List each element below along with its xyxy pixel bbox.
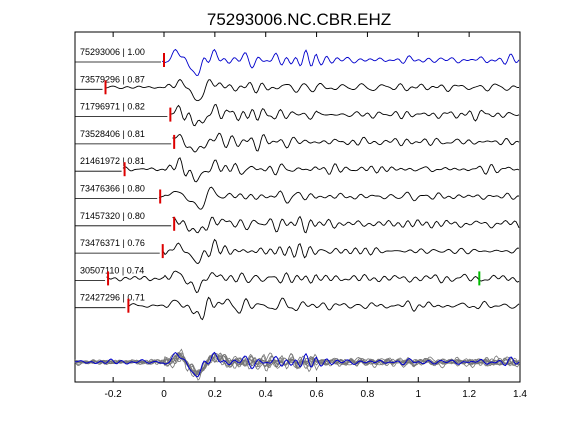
x-axis: -0.2 0 0.2 0.4 0.6 0.8 1 1.2 1.4 — [105, 32, 527, 400]
trace-1: 73579296 | 0.87 — [75, 74, 520, 102]
x-tick-label: 1 — [416, 389, 422, 400]
trace-waveform — [161, 238, 520, 265]
trace-4: 21461972 | 0.81 — [75, 156, 520, 183]
trace-label: 73476366 | 0.80 — [80, 184, 145, 194]
trace-label: 73579296 | 0.87 — [80, 74, 145, 84]
trace-label: 72427296 | 0.71 — [80, 293, 145, 303]
stacked-traces — [74, 348, 520, 381]
trace-5: 73476366 | 0.80 — [75, 184, 519, 210]
trace-waveform — [105, 78, 520, 102]
trace-waveform — [127, 296, 520, 321]
trace-label: 30507110 | 0.74 — [80, 265, 144, 275]
trace-7: 73476371 | 0.76 — [75, 238, 520, 265]
trace-0: 75293006 | 1.00 — [75, 47, 520, 76]
trace-waveform — [158, 186, 519, 210]
x-tick-label: 0 — [161, 389, 167, 400]
x-tick-label: 1.2 — [462, 389, 476, 400]
trace-label: 73476371 | 0.76 — [80, 238, 145, 248]
x-tick-label: -0.2 — [105, 389, 123, 400]
trace-group: 75293006 | 1.00 73579296 | 0.87 71796971 |… — [75, 47, 520, 321]
x-tick-label: 0.8 — [360, 389, 374, 400]
trace-9: 72427296 | 0.71 — [75, 293, 520, 321]
trace-label: 21461972 | 0.81 — [80, 156, 145, 166]
chart-title: 75293006.NC.CBR.EHZ — [207, 10, 391, 29]
trace-3: 73528406 | 0.81 — [75, 129, 520, 153]
stack-reference-trace — [75, 351, 520, 378]
trace-label: 73528406 | 0.81 — [80, 129, 145, 139]
trace-waveform — [122, 157, 520, 183]
trace-6: 71457320 | 0.80 — [75, 211, 520, 234]
trace-label: 71457320 | 0.80 — [80, 211, 145, 221]
trace-2: 71796971 | 0.82 — [75, 102, 520, 127]
trace-waveform — [172, 132, 520, 153]
x-tick-label: 1.4 — [513, 389, 527, 400]
trace-waveform — [106, 270, 520, 294]
plot-area — [74, 31, 521, 383]
x-tick-label: 0.6 — [310, 389, 324, 400]
trace-waveform — [172, 215, 520, 234]
trace-waveform — [161, 48, 520, 76]
x-tick-label: 0.2 — [208, 389, 222, 400]
trace-8: 30507110 | 0.74 — [75, 265, 520, 294]
x-tick-label: 0.4 — [259, 389, 273, 400]
trace-label: 75293006 | 1.00 — [80, 47, 145, 57]
trace-label: 71796971 | 0.82 — [80, 102, 145, 112]
trace-waveform — [169, 103, 520, 127]
